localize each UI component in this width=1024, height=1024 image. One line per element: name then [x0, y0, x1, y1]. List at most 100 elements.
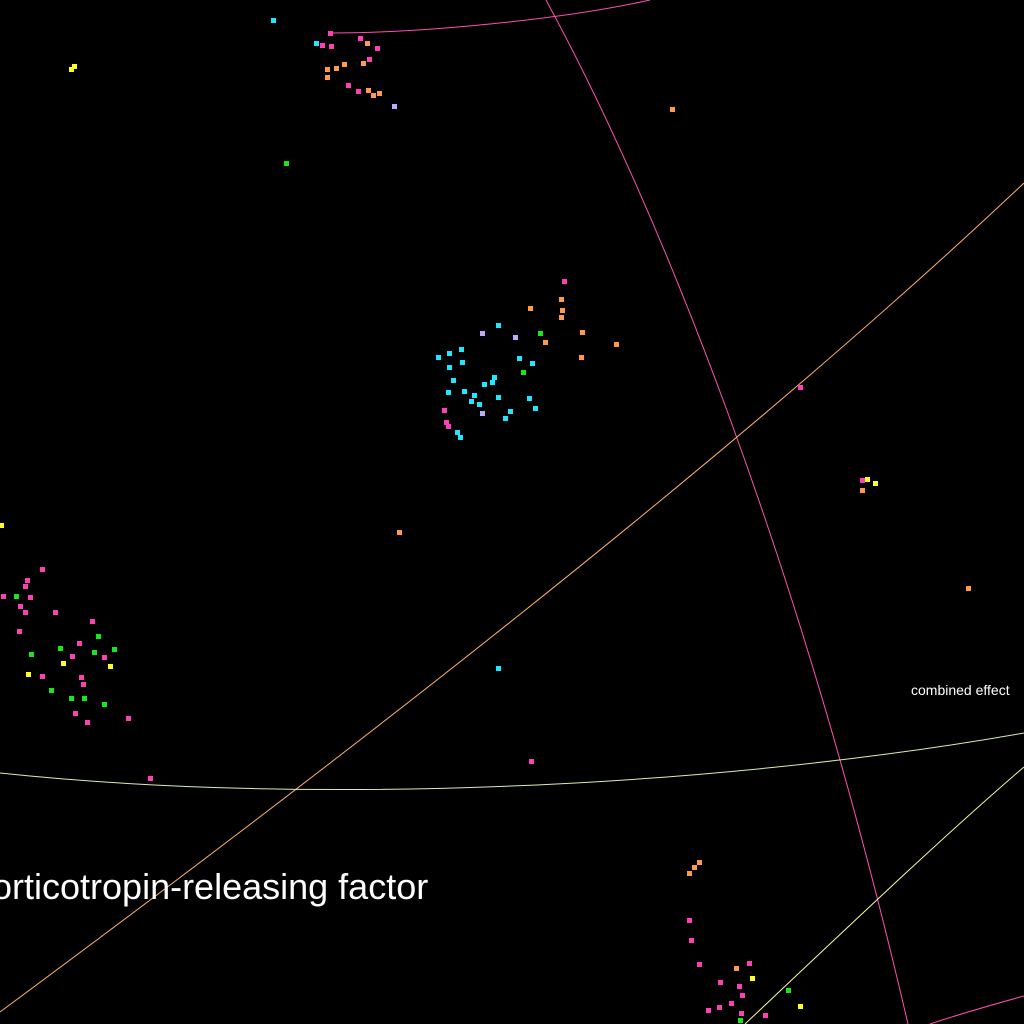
green-node-dot — [49, 688, 54, 693]
orange-node-dot — [697, 860, 702, 865]
magenta-node-dot — [687, 918, 692, 923]
orange-node-dot — [377, 91, 382, 96]
yellow-node-dot — [61, 661, 66, 666]
magenta-node-dot — [444, 420, 449, 425]
corticotropin-releasing-factor-label: orticotropin-releasing factor — [0, 866, 428, 907]
magenta-node-dot — [356, 89, 361, 94]
green-node-dot — [96, 634, 101, 639]
magenta-node-dot — [79, 675, 84, 680]
yellow-node-dot — [798, 1004, 803, 1009]
magenta-node-dot — [346, 83, 351, 88]
magenta-node-dot — [739, 1011, 744, 1016]
magenta-node-dot — [25, 578, 30, 583]
green-node-dot — [786, 988, 791, 993]
green-node-dot — [112, 647, 117, 652]
cyan-node-dot — [533, 406, 538, 411]
orange-node-dot — [692, 865, 697, 870]
yellow-node-dot — [72, 64, 77, 69]
orange-node-dot — [528, 306, 533, 311]
orange-node-dot — [580, 330, 585, 335]
magenta-curve-bottom — [929, 995, 1024, 1024]
cyan-node-dot — [460, 360, 465, 365]
cyan-node-dot — [447, 365, 452, 370]
orange-node-dot — [559, 297, 564, 302]
magenta-node-dot — [90, 619, 95, 624]
cyan-node-dot — [458, 435, 463, 440]
magenta-node-dot — [73, 711, 78, 716]
orange-node-dot — [361, 61, 366, 66]
magenta-node-dot — [18, 604, 23, 609]
cyan-node-dot — [492, 375, 497, 380]
orange-node-dot — [543, 340, 548, 345]
green-node-dot — [29, 652, 34, 657]
magenta-node-dot — [717, 1005, 722, 1010]
orange-node-dot — [325, 75, 330, 80]
cyan-node-dot — [517, 356, 522, 361]
orange-node-dot — [371, 93, 376, 98]
magenta-node-dot — [562, 279, 567, 284]
cyan-node-dot — [436, 355, 441, 360]
magenta-node-dot — [763, 1013, 768, 1018]
magenta-node-dot — [85, 720, 90, 725]
yellow-node-dot — [873, 481, 878, 486]
cyan-node-dot — [496, 666, 501, 671]
yellow-node-dot — [26, 672, 31, 677]
green-node-dot — [102, 702, 107, 707]
combined-effect-label: combined effect — [911, 682, 1010, 698]
magenta-node-dot — [706, 1008, 711, 1013]
orange-node-dot — [334, 66, 339, 71]
magenta-node-dot — [747, 961, 752, 966]
magenta-node-dot — [860, 478, 865, 483]
pale-yellow-curve — [744, 766, 1024, 1024]
orange-node-dot — [614, 342, 619, 347]
green-node-dot — [738, 1018, 743, 1023]
orange-node-dot — [670, 107, 675, 112]
cyan-node-dot — [451, 378, 456, 383]
lavender-node-dot — [480, 331, 485, 336]
magenta-node-dot — [53, 610, 58, 615]
cyan-node-dot — [496, 323, 501, 328]
orange-node-dot — [966, 586, 971, 591]
orange-node-dot — [687, 871, 692, 876]
orange-node-dot — [860, 488, 865, 493]
magenta-node-dot — [40, 674, 45, 679]
magenta-node-dot — [442, 408, 447, 413]
orange-node-dot — [560, 308, 565, 313]
green-node-dot — [69, 696, 74, 701]
magenta-node-dot — [102, 655, 107, 660]
cyan-node-dot — [314, 41, 319, 46]
magenta-node-dot — [81, 682, 86, 687]
yellow-node-dot — [108, 664, 113, 669]
magenta-node-dot — [77, 641, 82, 646]
orange-node-dot — [579, 355, 584, 360]
magenta-node-dot — [697, 962, 702, 967]
orange-node-dot — [397, 530, 402, 535]
cyan-node-dot — [469, 399, 474, 404]
magenta-node-dot — [718, 980, 723, 985]
cyan-node-dot — [508, 409, 513, 414]
cyan-node-dot — [446, 390, 451, 395]
yellow-node-dot — [750, 976, 755, 981]
cyan-node-dot — [496, 395, 501, 400]
magenta-node-dot — [329, 44, 334, 49]
magenta-node-dot — [375, 46, 380, 51]
magenta-node-dot — [367, 57, 372, 62]
magenta-node-dot — [740, 993, 745, 998]
cyan-node-dot — [459, 347, 464, 352]
magenta-node-dot — [446, 424, 451, 429]
magenta-curve-top — [329, 0, 651, 34]
yellow-node-dot — [865, 477, 870, 482]
magenta-node-dot — [689, 938, 694, 943]
orange-node-dot — [365, 41, 370, 46]
orange-node-dot — [325, 67, 330, 72]
cyan-node-dot — [462, 389, 467, 394]
pale-green-arc — [0, 732, 1024, 791]
cyan-node-dot — [490, 380, 495, 385]
lavender-node-dot — [513, 335, 518, 340]
magenta-node-dot — [23, 584, 28, 589]
orange-node-dot — [342, 62, 347, 67]
orange-curve-diagonal — [0, 182, 1024, 1013]
magenta-node-dot — [28, 595, 33, 600]
